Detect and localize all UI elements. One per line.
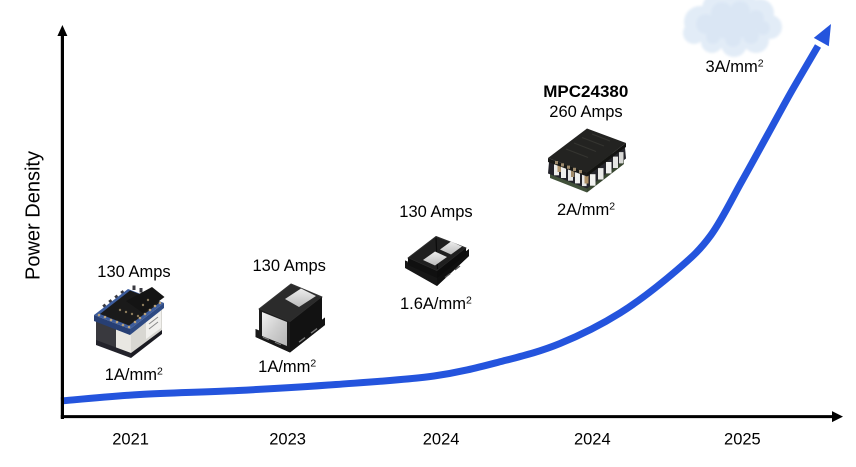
svg-text:1.6A/mm2: 1.6A/mm2 bbox=[400, 295, 472, 314]
svg-text:1A/mm2: 1A/mm2 bbox=[105, 366, 163, 385]
svg-text:260 Amps: 260 Amps bbox=[549, 103, 622, 121]
svg-text:MPC24380: MPC24380 bbox=[543, 82, 628, 101]
svg-text:3A/mm2: 3A/mm2 bbox=[705, 58, 763, 77]
svg-text:2A/mm2: 2A/mm2 bbox=[557, 201, 615, 220]
svg-text:130 Amps: 130 Amps bbox=[253, 257, 326, 275]
svg-text:2024: 2024 bbox=[423, 430, 460, 448]
svg-text:1A/mm2: 1A/mm2 bbox=[258, 358, 316, 377]
svg-text:130 Amps: 130 Amps bbox=[97, 263, 170, 281]
svg-text:130 Amps: 130 Amps bbox=[399, 203, 472, 221]
svg-text:2021: 2021 bbox=[112, 430, 149, 448]
svg-text:2024: 2024 bbox=[574, 430, 611, 448]
svg-text:2025: 2025 bbox=[724, 430, 761, 448]
svg-text:2023: 2023 bbox=[269, 430, 306, 448]
svg-text:Power Density: Power Density bbox=[23, 151, 45, 280]
